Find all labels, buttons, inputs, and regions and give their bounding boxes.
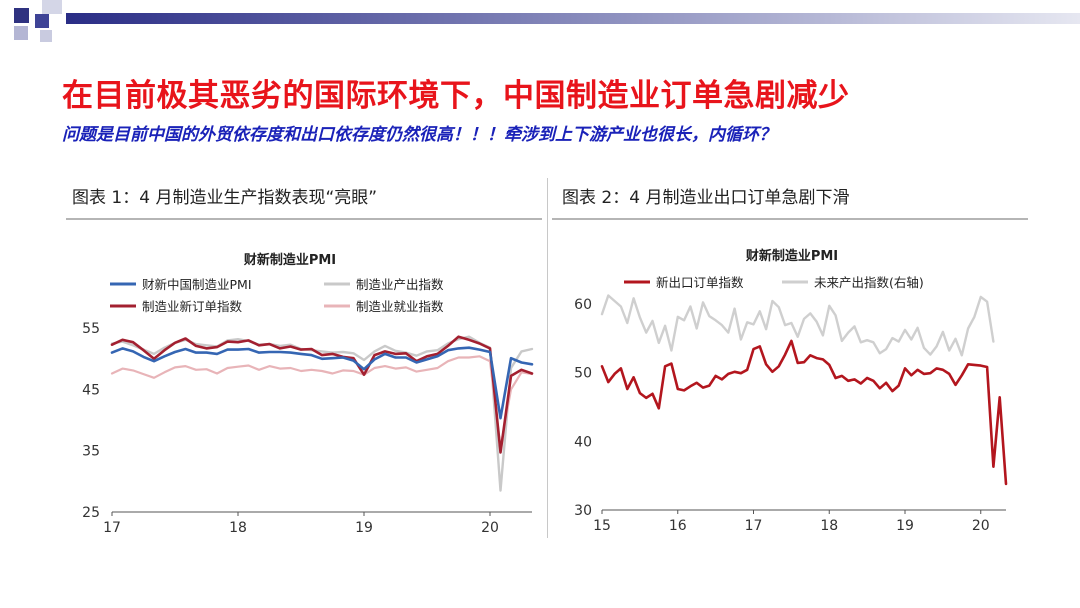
chart-2-x-tick-label: 16 bbox=[669, 518, 687, 534]
chart-1-header-rule bbox=[66, 218, 542, 220]
chart-2-y-tick-label: 40 bbox=[574, 434, 592, 450]
chart-1-legend-label-1: 制造业产出指数 bbox=[356, 277, 444, 292]
chart-1-x-tick-label: 20 bbox=[481, 520, 499, 536]
chart-1-x-tick-label: 19 bbox=[355, 520, 373, 536]
chart-2-header-rule bbox=[552, 218, 1028, 220]
chart-2-series-0-line bbox=[600, 339, 1008, 486]
panel-divider bbox=[547, 178, 548, 538]
slide-title: 在目前极其恶劣的国际环境下，中国制造业订单急剧减少 bbox=[62, 78, 850, 114]
chart-2-x-tick-label: 18 bbox=[820, 518, 838, 534]
chart-1-legend-label-2: 制造业新订单指数 bbox=[142, 299, 243, 314]
chart-1-y-tick-label: 25 bbox=[82, 505, 100, 521]
chart-1-series-0-line bbox=[110, 346, 534, 420]
chart-2-series-1-line bbox=[600, 294, 995, 357]
chart-1-legend-label-0: 财新中国制造业PMI bbox=[142, 277, 252, 292]
chart-1-x-tick-label: 17 bbox=[103, 520, 121, 536]
chart-2-y-tick-label: 30 bbox=[574, 503, 592, 519]
chart-2-x-tick-label: 19 bbox=[896, 518, 914, 534]
chart-2-caption: 图表 2：4 月制造业出口订单急剧下滑 bbox=[562, 188, 850, 208]
chart-1-caption: 图表 1：4 月制造业生产指数表现“亮眼” bbox=[72, 188, 378, 208]
chart-1-y-tick-label: 35 bbox=[82, 444, 100, 460]
chart-2-y-tick-label: 50 bbox=[574, 366, 592, 382]
header-decoration bbox=[14, 0, 1080, 42]
chart-1-series-3-line bbox=[110, 355, 534, 449]
chart-1-x-tick-label: 18 bbox=[229, 520, 247, 536]
chart-2-x-tick-label: 15 bbox=[593, 518, 611, 534]
chart-1-title: 财新制造业PMI bbox=[244, 252, 336, 268]
chart-1-series-2-line bbox=[110, 335, 534, 454]
chart-1-legend-label-3: 制造业就业指数 bbox=[356, 299, 444, 314]
slide-subtitle: 问题是目前中国的外贸依存度和出口依存度仍然很高！！！牵涉到上下游产业也很长，内循… bbox=[62, 125, 776, 145]
chart-2-legend-label-1: 未来产出指数(右轴) bbox=[814, 275, 924, 290]
chart-2-x-tick-label: 17 bbox=[745, 518, 763, 534]
chart-2-legend-label-0: 新出口订单指数 bbox=[656, 275, 744, 290]
chart-1-y-tick-label: 45 bbox=[82, 382, 100, 398]
chart-2-x-tick-label: 20 bbox=[972, 518, 990, 534]
chart-2-title: 财新制造业PMI bbox=[746, 248, 838, 264]
chart-2-y-tick-label: 60 bbox=[574, 297, 592, 313]
chart-1-y-tick-label: 55 bbox=[82, 321, 100, 337]
